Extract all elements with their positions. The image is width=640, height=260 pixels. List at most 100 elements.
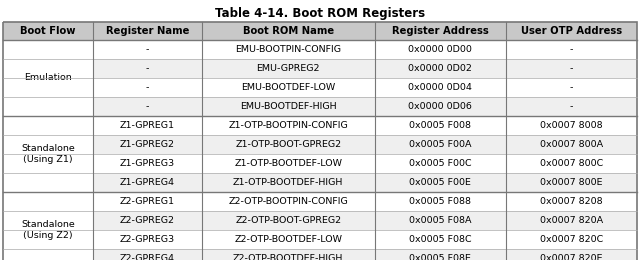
Bar [374,173,506,192]
Bar [202,192,374,211]
Bar [202,154,374,173]
Text: Standalone
(Using Z2): Standalone (Using Z2) [21,220,75,240]
Text: Z2-OTP-BOOTPIN-CONFIG: Z2-OTP-BOOTPIN-CONFIG [228,197,348,206]
Bar [374,40,506,59]
Text: Table 4-14. Boot ROM Registers: Table 4-14. Boot ROM Registers [215,6,425,20]
Bar [374,211,506,230]
Bar [202,230,374,249]
Text: Z1-OTP-BOOTDEF-HIGH: Z1-OTP-BOOTDEF-HIGH [233,178,344,187]
Bar [202,78,374,97]
Bar [93,173,202,192]
Text: 0x0005 F00A: 0x0005 F00A [409,140,472,149]
Bar [506,22,637,40]
Text: -: - [570,64,573,73]
Text: 0x0007 8008: 0x0007 8008 [540,121,603,130]
Text: 0x0007 800E: 0x0007 800E [540,178,603,187]
Bar [506,97,637,116]
Text: 0x0007 820C: 0x0007 820C [540,235,603,244]
Text: 0x0000 0D02: 0x0000 0D02 [408,64,472,73]
Bar [202,135,374,154]
Text: -: - [146,83,149,92]
Text: User OTP Address: User OTP Address [521,26,622,36]
Text: Boot ROM Name: Boot ROM Name [243,26,334,36]
Text: Z2-OTP-BOOT-GPREG2: Z2-OTP-BOOT-GPREG2 [236,216,341,225]
Bar [506,249,637,260]
Text: Z2-GPREG4: Z2-GPREG4 [120,254,175,260]
Bar [202,249,374,260]
Bar [93,40,202,59]
Text: -: - [570,45,573,54]
Bar [506,116,637,135]
Text: Standalone
(Using Z1): Standalone (Using Z1) [21,144,75,164]
Bar [374,22,506,40]
Text: Z2-GPREG2: Z2-GPREG2 [120,216,175,225]
Bar [506,78,637,97]
Text: 0x0005 F088: 0x0005 F088 [409,197,471,206]
Bar [374,78,506,97]
Text: -: - [146,45,149,54]
Text: Z2-GPREG3: Z2-GPREG3 [120,235,175,244]
Bar [202,173,374,192]
Bar [374,97,506,116]
Bar [93,211,202,230]
Text: Boot Flow: Boot Flow [20,26,76,36]
Text: EMU-GPREG2: EMU-GPREG2 [257,64,320,73]
Bar [93,22,202,40]
Text: Z1-OTP-BOOT-GPREG2: Z1-OTP-BOOT-GPREG2 [236,140,341,149]
Text: -: - [570,83,573,92]
Text: Z1-GPREG3: Z1-GPREG3 [120,159,175,168]
Bar [506,230,637,249]
Text: 0x0000 0D06: 0x0000 0D06 [408,102,472,111]
Text: Register Address: Register Address [392,26,488,36]
Text: 0x0007 8208: 0x0007 8208 [540,197,603,206]
Bar [202,40,374,59]
Text: -: - [146,64,149,73]
Bar [202,211,374,230]
Bar [202,59,374,78]
Text: Z1-GPREG4: Z1-GPREG4 [120,178,175,187]
Bar [93,97,202,116]
Text: Z1-OTP-BOOTPIN-CONFIG: Z1-OTP-BOOTPIN-CONFIG [228,121,348,130]
Text: 0x0000 0D04: 0x0000 0D04 [408,83,472,92]
Bar [374,230,506,249]
Bar [506,59,637,78]
Bar [93,230,202,249]
Bar [93,249,202,260]
Text: Z2-OTP-BOOTDEF-HIGH: Z2-OTP-BOOTDEF-HIGH [233,254,344,260]
Bar [3,192,93,260]
Bar [93,154,202,173]
Text: 0x0005 F008: 0x0005 F008 [409,121,471,130]
Bar [506,173,637,192]
Text: Z1-GPREG1: Z1-GPREG1 [120,121,175,130]
Bar [506,135,637,154]
Text: Z2-GPREG1: Z2-GPREG1 [120,197,175,206]
Text: 0x0007 820A: 0x0007 820A [540,216,603,225]
Text: 0x0005 F08C: 0x0005 F08C [409,235,472,244]
Text: -: - [146,102,149,111]
Bar [374,249,506,260]
Bar [506,154,637,173]
Text: Register Name: Register Name [106,26,189,36]
Bar [93,116,202,135]
Text: 0x0007 800A: 0x0007 800A [540,140,603,149]
Bar [93,192,202,211]
Bar [506,211,637,230]
Text: EMU-BOOTDEF-HIGH: EMU-BOOTDEF-HIGH [240,102,337,111]
Bar [374,135,506,154]
Bar [202,116,374,135]
Bar [93,59,202,78]
Bar [374,192,506,211]
Text: 0x0005 F00E: 0x0005 F00E [409,178,471,187]
Text: 0x0000 0D00: 0x0000 0D00 [408,45,472,54]
Bar [202,22,374,40]
Bar [3,116,93,192]
Text: -: - [570,102,573,111]
Text: Z2-OTP-BOOTDEF-LOW: Z2-OTP-BOOTDEF-LOW [234,235,342,244]
Text: 0x0005 F08E: 0x0005 F08E [409,254,471,260]
Bar [374,116,506,135]
Text: Z1-GPREG2: Z1-GPREG2 [120,140,175,149]
Bar [202,97,374,116]
Text: 0x0007 820E: 0x0007 820E [540,254,603,260]
Bar [374,154,506,173]
Bar [93,135,202,154]
